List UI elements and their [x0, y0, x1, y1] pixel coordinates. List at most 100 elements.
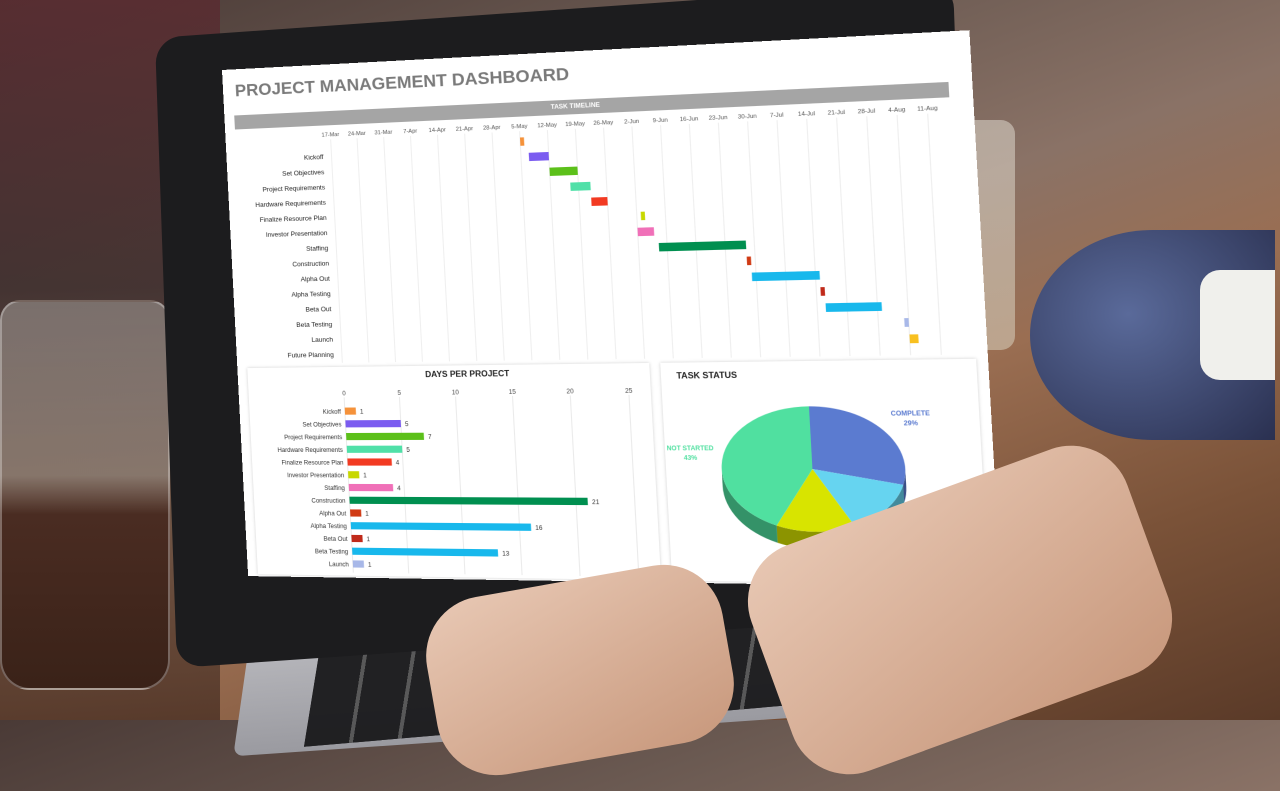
gantt-gridline: [384, 137, 396, 362]
days-x-tick: 5: [397, 391, 401, 397]
gantt-x-tick: 7-Jul: [770, 112, 784, 119]
dashboard-screen: PROJECT MANAGEMENT DASHBOARD TASK TIMELI…: [222, 30, 1002, 588]
gantt-task-bar: [909, 334, 919, 344]
gantt-task-bar: [591, 197, 608, 206]
days-bar: [352, 560, 365, 568]
gantt-x-tick: 17-Mar: [322, 132, 340, 139]
days-category-label: Launch: [329, 562, 349, 568]
gantt-task-label: Project Requirements: [262, 184, 325, 193]
days-gridline: [456, 396, 465, 574]
gantt-x-tick: 21-Jul: [828, 110, 846, 117]
pie-slice: [718, 406, 816, 526]
sauce-cup: [1200, 270, 1275, 380]
days-data-label: 16: [535, 526, 543, 532]
days-x-tick: 20: [566, 389, 574, 395]
days-category-label: Alpha Testing: [310, 524, 347, 530]
gantt-task-label: Set Objectives: [282, 169, 324, 178]
gantt-gridline: [689, 124, 702, 358]
days-bar: [348, 471, 360, 479]
gantt-gridline: [547, 130, 559, 360]
gantt-chart: 17-Mar 24-Mar 31-Mar 7-Apr 14-Apr 21-Apr 28-Ap…: [255, 105, 976, 366]
gantt-task-label: Alpha Testing: [291, 291, 331, 299]
gantt-task-bar: [751, 270, 820, 282]
gantt-task-label: Staffing: [306, 245, 329, 253]
gantt-x-tick: 19-May: [565, 121, 585, 128]
days-bar: [352, 547, 499, 557]
days-gridline: [513, 396, 523, 575]
gantt-gridline: [807, 119, 820, 357]
gantt-x-tick: 16-Jun: [680, 116, 699, 123]
days-bar: [344, 407, 357, 415]
gantt-task-bar: [640, 211, 646, 221]
gantt-gridline: [604, 128, 617, 360]
gantt-gridline: [928, 114, 942, 355]
days-chart-title: DAYS PER PROJECT: [424, 368, 510, 380]
days-category-label: Investor Presentation: [287, 473, 344, 479]
gantt-x-tick: 14-Jul: [798, 111, 815, 118]
days-category-label: Set Objectives: [302, 422, 341, 428]
days-bar: [345, 419, 402, 428]
gantt-task-bar: [825, 302, 883, 312]
pie-slice-label: NOT STARTED: [667, 446, 715, 453]
page-title: PROJECT MANAGEMENT DASHBOARD: [234, 64, 570, 101]
days-category-label: Construction: [311, 498, 345, 504]
gantt-gridline: [837, 118, 850, 356]
gantt-gridline: [632, 126, 645, 358]
gantt-task-bar: [658, 240, 747, 252]
gantt-task-bar: [519, 137, 525, 146]
days-bar: [348, 483, 394, 492]
gantt-task-bar: [746, 256, 752, 266]
gantt-x-tick: 12-May: [537, 122, 557, 129]
gantt-x-tick: 24-Mar: [348, 131, 366, 138]
gantt-x-tick: 30-Jun: [738, 113, 757, 120]
days-gridline: [570, 395, 580, 576]
days-x-tick: 15: [509, 390, 517, 396]
gantt-task-bar: [570, 181, 591, 191]
days-data-label: 5: [406, 448, 410, 454]
chocolate-drink-glass: [0, 300, 170, 690]
days-bar: [346, 432, 425, 441]
gantt-x-tick: 28-Apr: [483, 125, 501, 132]
days-category-label: Hardware Requirements: [277, 448, 343, 454]
gantt-gridline: [575, 129, 587, 360]
gantt-task-label: Launch: [311, 336, 333, 344]
gantt-task-bar: [549, 166, 578, 176]
days-bar: [349, 496, 588, 506]
days-category-label: Alpha Out: [319, 511, 347, 517]
gantt-x-tick: 4-Aug: [888, 107, 906, 114]
days-data-label: 1: [360, 409, 364, 415]
gantt-gridline: [357, 138, 369, 362]
gantt-x-tick: 31-Mar: [374, 130, 392, 137]
gantt-x-tick: 23-Jun: [709, 115, 728, 122]
gantt-task-label: Construction: [292, 260, 329, 268]
gantt-x-tick: 7-Apr: [403, 128, 417, 135]
gantt-gridline: [465, 134, 477, 361]
gantt-task-label: Hardware Requirements: [255, 199, 326, 209]
gantt-task-bar: [637, 227, 655, 237]
gantt-gridline: [661, 125, 674, 358]
days-bar: [347, 458, 392, 466]
days-data-label: 1: [363, 473, 367, 479]
days-data-label: 4: [396, 460, 400, 466]
days-category-label: Kickoff: [323, 410, 342, 416]
days-data-label: 1: [367, 537, 371, 543]
days-x-tick: 25: [625, 389, 633, 395]
days-data-label: 21: [592, 500, 600, 506]
gantt-task-label: Alpha Out: [301, 276, 331, 284]
gantt-x-tick: 21-Apr: [456, 126, 474, 133]
gantt-gridline: [331, 139, 343, 362]
days-bar: [350, 509, 362, 517]
days-category-label: Beta Testing: [315, 549, 349, 556]
days-data-label: 13: [502, 551, 510, 557]
gantt-gridline: [437, 135, 449, 362]
days-bar: [346, 445, 403, 453]
gantt-x-tick: 2-Jun: [624, 119, 639, 126]
days-data-label: 4: [397, 486, 401, 492]
gantt-gridline: [492, 132, 504, 360]
gantt-gridline: [520, 131, 532, 360]
gantt-task-label: Kickoff: [304, 154, 324, 162]
days-gridline: [629, 395, 639, 577]
gantt-task-label: Beta Testing: [296, 321, 333, 329]
gantt-x-tick: 5-May: [511, 124, 528, 131]
